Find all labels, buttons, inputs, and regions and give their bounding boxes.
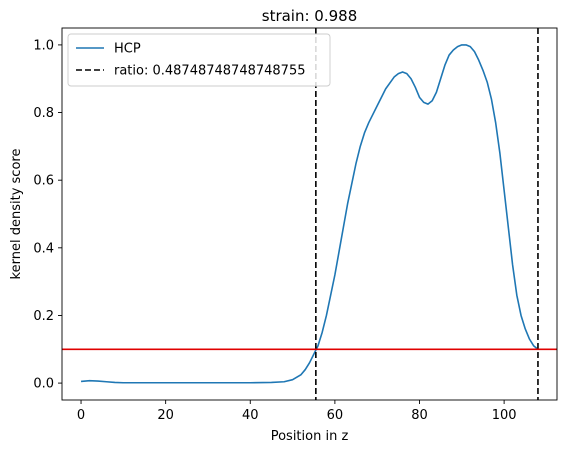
y-tick-label: 0.0: [33, 377, 54, 392]
x-axis-label: Position in z: [271, 429, 349, 444]
x-tick-label: 40: [242, 408, 259, 423]
x-tick-label: 80: [411, 408, 428, 423]
plot-content: [62, 28, 557, 400]
y-tick-label: 0.2: [33, 309, 54, 324]
legend-box: [67, 33, 331, 87]
legend-label: HCP: [114, 42, 141, 57]
x-tick-label: 100: [492, 408, 517, 423]
series-line-hcp: [80, 44, 539, 384]
y-tick-label: 0.4: [33, 241, 54, 256]
x-tick-label: 60: [327, 408, 344, 423]
legend-label: ratio: 0.48748748748748755: [114, 64, 306, 79]
y-axis-label: kernel density score: [9, 149, 24, 280]
x-tick-label: 0: [77, 408, 85, 423]
axes-frame: [61, 27, 558, 401]
legend: HCP ratio: 0.48748748748748755: [67, 33, 331, 87]
y-tick-label: 1.0: [33, 38, 54, 53]
y-tick-label: 0.6: [33, 174, 54, 189]
y-tick-label: 0.8: [33, 106, 54, 121]
x-tick-label: 20: [157, 408, 174, 423]
chart-title: strain: 0.988: [262, 7, 358, 25]
plot-area: 0 20 40 60 80 100 0.0 0.2 0.4 0.6 0.8 1.0: [33, 27, 558, 423]
